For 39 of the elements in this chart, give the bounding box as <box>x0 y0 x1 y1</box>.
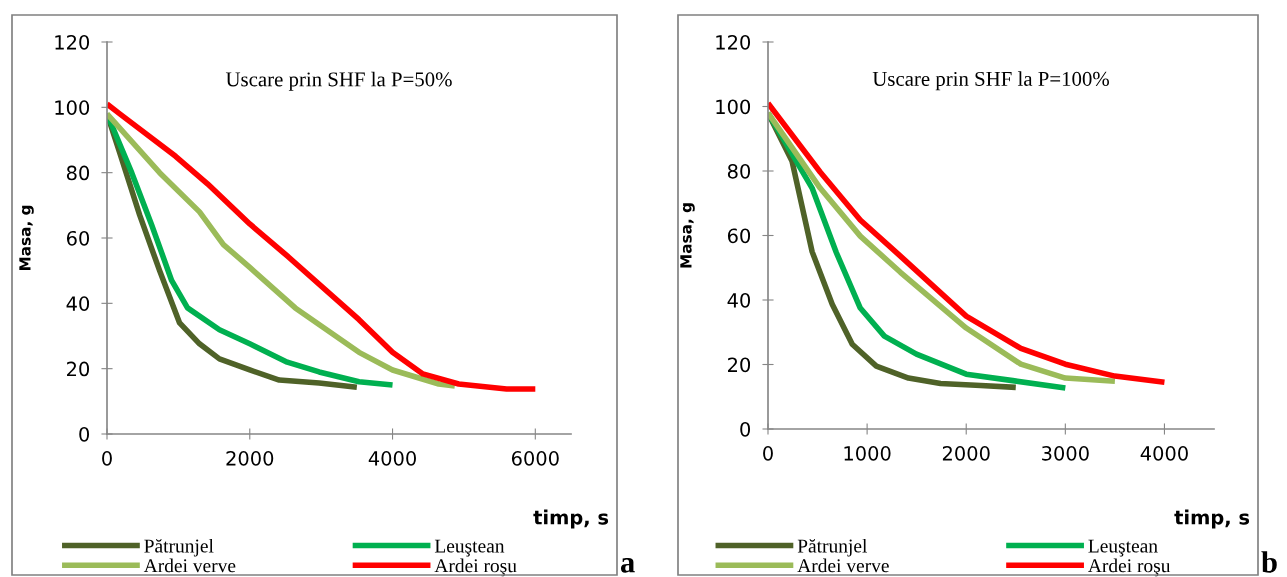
x-axis-title: timp, s <box>533 509 609 529</box>
y-tick-label: 0 <box>79 426 90 442</box>
x-tick-label: 4000 <box>368 451 416 466</box>
legend-label: Ardei verve <box>797 558 889 573</box>
legend-label: Ardei roşu <box>434 558 517 577</box>
y-tick-label: 20 <box>67 361 90 377</box>
legend-label: Ardei roşu <box>1088 558 1171 577</box>
legend-label: Pătrunjel <box>144 538 214 557</box>
legend-label: Leuştean <box>1088 539 1158 557</box>
y-tick-label: 100 <box>716 99 751 115</box>
y-tick-label: 120 <box>716 34 751 50</box>
x-tick-label: 0 <box>763 446 773 461</box>
y-tick-label: 60 <box>727 228 751 244</box>
y-tick-label: 120 <box>55 34 90 50</box>
text: a <box>620 558 635 573</box>
legend-label: Pătrunjel <box>797 538 868 557</box>
x-tick-label: 6000 <box>511 451 559 466</box>
text: Uscare prin SHF la P=100% <box>872 71 1109 91</box>
x-tick-label: 4000 <box>1140 446 1188 461</box>
y-tick-label: 60 <box>66 230 90 246</box>
y-tick-label: 40 <box>727 292 751 308</box>
legend-label: Ardei verve <box>143 558 236 573</box>
y-tick-label: 80 <box>727 163 751 179</box>
y-tick-label: 100 <box>55 100 90 115</box>
legend-label: Leuştean <box>434 539 505 557</box>
x-tick-label: 2000 <box>942 446 990 461</box>
y-axis-title: Masa, g <box>680 203 695 268</box>
x-tick-label: 2000 <box>226 451 274 466</box>
x-axis-title: timp, s <box>1174 509 1250 529</box>
y-tick-label: 40 <box>66 296 90 311</box>
x-tick-label: 1000 <box>844 446 891 461</box>
text: Uscare prin SHF la P=50% <box>225 71 452 91</box>
y-tick-label: 80 <box>66 165 90 181</box>
y-axis-title: Masa, g <box>19 205 34 271</box>
y-tick-label: 20 <box>728 357 751 373</box>
y-tick-label: 0 <box>740 421 751 437</box>
text: b <box>1261 551 1277 573</box>
x-tick-label: 0 <box>102 451 112 466</box>
x-tick-label: 3000 <box>1042 446 1089 461</box>
